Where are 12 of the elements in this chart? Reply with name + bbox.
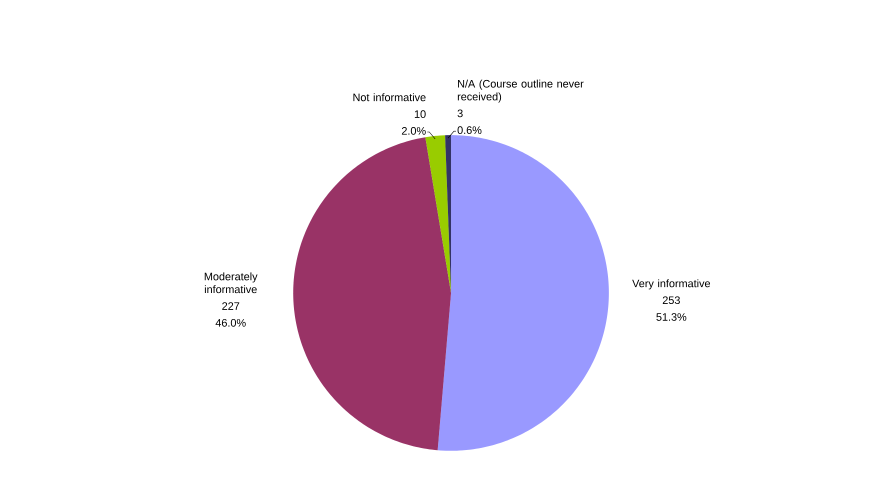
data-label: 46.0% [216,318,246,327]
data-label: 51.3% [656,312,686,321]
data-label: 0.6% [458,126,482,134]
text: 3 [458,109,463,118]
slice-label: Not informative [353,93,426,102]
text: 10 [414,110,426,118]
slice-label: Very informative [632,279,710,290]
data-label: 2.0% [402,126,426,135]
text: 227 [222,302,240,310]
slice-label: Moderately informative [204,272,258,293]
slice-label: N/A (Course outline never received) [458,79,584,102]
text: 253 [662,296,680,304]
